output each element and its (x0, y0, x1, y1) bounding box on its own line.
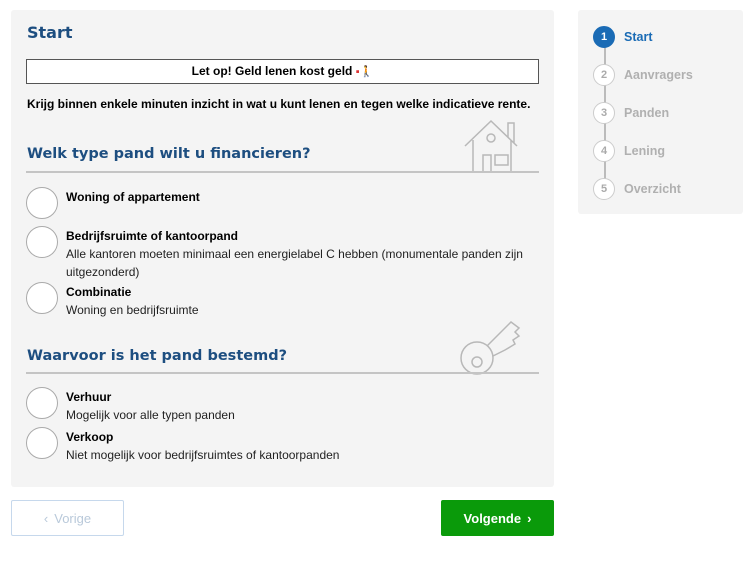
radio-button[interactable] (26, 226, 58, 258)
step-number: 2 (593, 64, 615, 86)
previous-button[interactable]: ‹ Vorige (11, 500, 124, 536)
divider (26, 171, 539, 173)
step-number: 4 (593, 140, 615, 162)
option-label: Verkoop (66, 430, 114, 444)
option-combinatie[interactable]: Combinatie Woning en bedrijfsruimte (26, 282, 541, 319)
step-start: 1 Start (593, 26, 652, 48)
radio-button[interactable] (26, 282, 58, 314)
chevron-right-icon: › (527, 510, 532, 526)
step-panden: 3 Panden (593, 102, 669, 124)
form-panel: Start Let op! Geld lenen kost geld ▪🚶 Kr… (11, 10, 554, 487)
section-heading-property-type: Welk type pand wilt u financieren? (27, 146, 311, 162)
option-description: Alle kantoren moeten minimaal een energi… (66, 247, 523, 279)
option-bedrijfsruimte[interactable]: Bedrijfsruimte of kantoorpand Alle kantor… (26, 226, 541, 281)
page-title: Start (27, 23, 73, 42)
next-button[interactable]: Volgende › (441, 500, 554, 536)
step-label: Aanvragers (624, 68, 693, 82)
option-label: Verhuur (66, 390, 112, 404)
step-label: Overzicht (624, 182, 681, 196)
option-label: Woning of appartement (66, 190, 200, 204)
option-label: Combinatie (66, 285, 132, 299)
option-label: Bedrijfsruimte of kantoorpand (66, 229, 239, 243)
option-description: Mogelijk voor alle typen panden (66, 408, 235, 422)
step-label: Panden (624, 106, 670, 120)
option-verkoop[interactable]: Verkoop Niet mogelijk voor bedrijfsruimte… (26, 427, 541, 464)
option-description: Niet mogelijk voor bedrijfsruimtes of ka… (66, 448, 340, 462)
house-icon (464, 119, 518, 173)
key-icon (460, 321, 521, 375)
loan-warning-notice: Let op! Geld lenen kost geld ▪🚶 (26, 59, 539, 84)
walking-person-icon: ▪🚶 (355, 66, 374, 78)
intro-text: Krijg binnen enkele minuten inzicht in w… (27, 97, 531, 111)
step-overzicht: 5 Overzicht (593, 178, 681, 200)
radio-button[interactable] (26, 387, 58, 419)
step-number: 5 (593, 178, 615, 200)
chevron-left-icon: ‹ (43, 510, 49, 526)
previous-label: Vorige (54, 510, 92, 526)
option-description: Woning en bedrijfsruimte (66, 303, 199, 317)
radio-button[interactable] (26, 427, 58, 459)
option-verhuur[interactable]: Verhuur Mogelijk voor alle typen panden (26, 387, 541, 424)
step-lening: 4 Lening (593, 140, 665, 162)
step-aanvragers: 2 Aanvragers (593, 64, 693, 86)
progress-steps: 1 Start 2 Aanvragers 3 Panden 4 Lening 5 Over… (578, 10, 743, 214)
section-heading-purpose: Waarvoor is het pand bestemd? (27, 348, 287, 364)
divider (26, 372, 539, 374)
step-number: 1 (593, 26, 615, 48)
radio-button[interactable] (26, 187, 58, 219)
notice-text: Let op! Geld lenen kost geld (191, 64, 353, 78)
next-label: Volgende (463, 510, 522, 526)
option-woning[interactable]: Woning of appartement (26, 187, 541, 219)
step-number: 3 (593, 102, 615, 124)
step-label: Start (624, 30, 653, 44)
step-label: Lening (624, 144, 665, 158)
